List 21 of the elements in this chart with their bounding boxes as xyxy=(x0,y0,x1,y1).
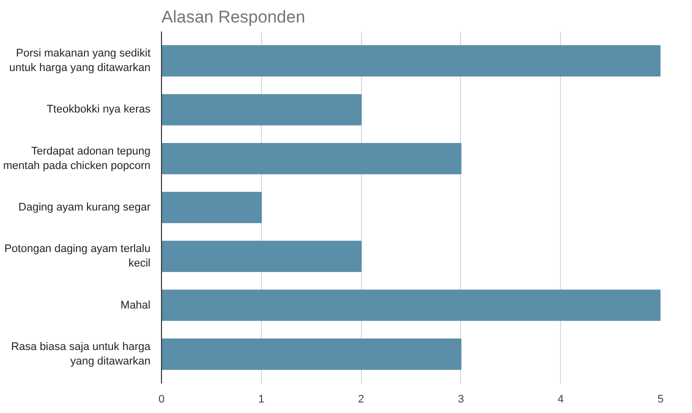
bar xyxy=(162,94,362,126)
bar xyxy=(162,45,660,76)
y-tick-label: Mahal xyxy=(120,299,151,312)
x-tick-label: 5 xyxy=(657,394,664,406)
y-tick-label: Daging ayam kurang segar xyxy=(18,202,151,214)
x-tick-label: 3 xyxy=(458,394,464,406)
x-tick-label: 2 xyxy=(358,394,364,406)
bar xyxy=(162,290,660,321)
y-tick-label: Potongan daging ayam terlalu kecil xyxy=(4,243,151,270)
y-tick-label: Terdapat adonan tepung mentah pada chicken popcorn xyxy=(3,145,151,172)
x-tick-label: 0 xyxy=(158,394,165,406)
bar xyxy=(162,142,462,174)
y-tick-label: Rasa biasa saja untuk harga yang ditawarkan xyxy=(11,340,152,368)
bar xyxy=(162,240,362,272)
y-tick-label: Tteokbokki nya keras xyxy=(46,104,151,116)
bar xyxy=(162,338,462,370)
x-tick-label: 1 xyxy=(258,394,264,406)
y-tick-label: Porsi makanan yang sedikit untuk harga yang ditawarkan xyxy=(9,48,151,74)
bar xyxy=(162,192,262,224)
x-tick-label: 4 xyxy=(558,394,564,406)
chart-title: Alasan Responden xyxy=(162,8,306,26)
